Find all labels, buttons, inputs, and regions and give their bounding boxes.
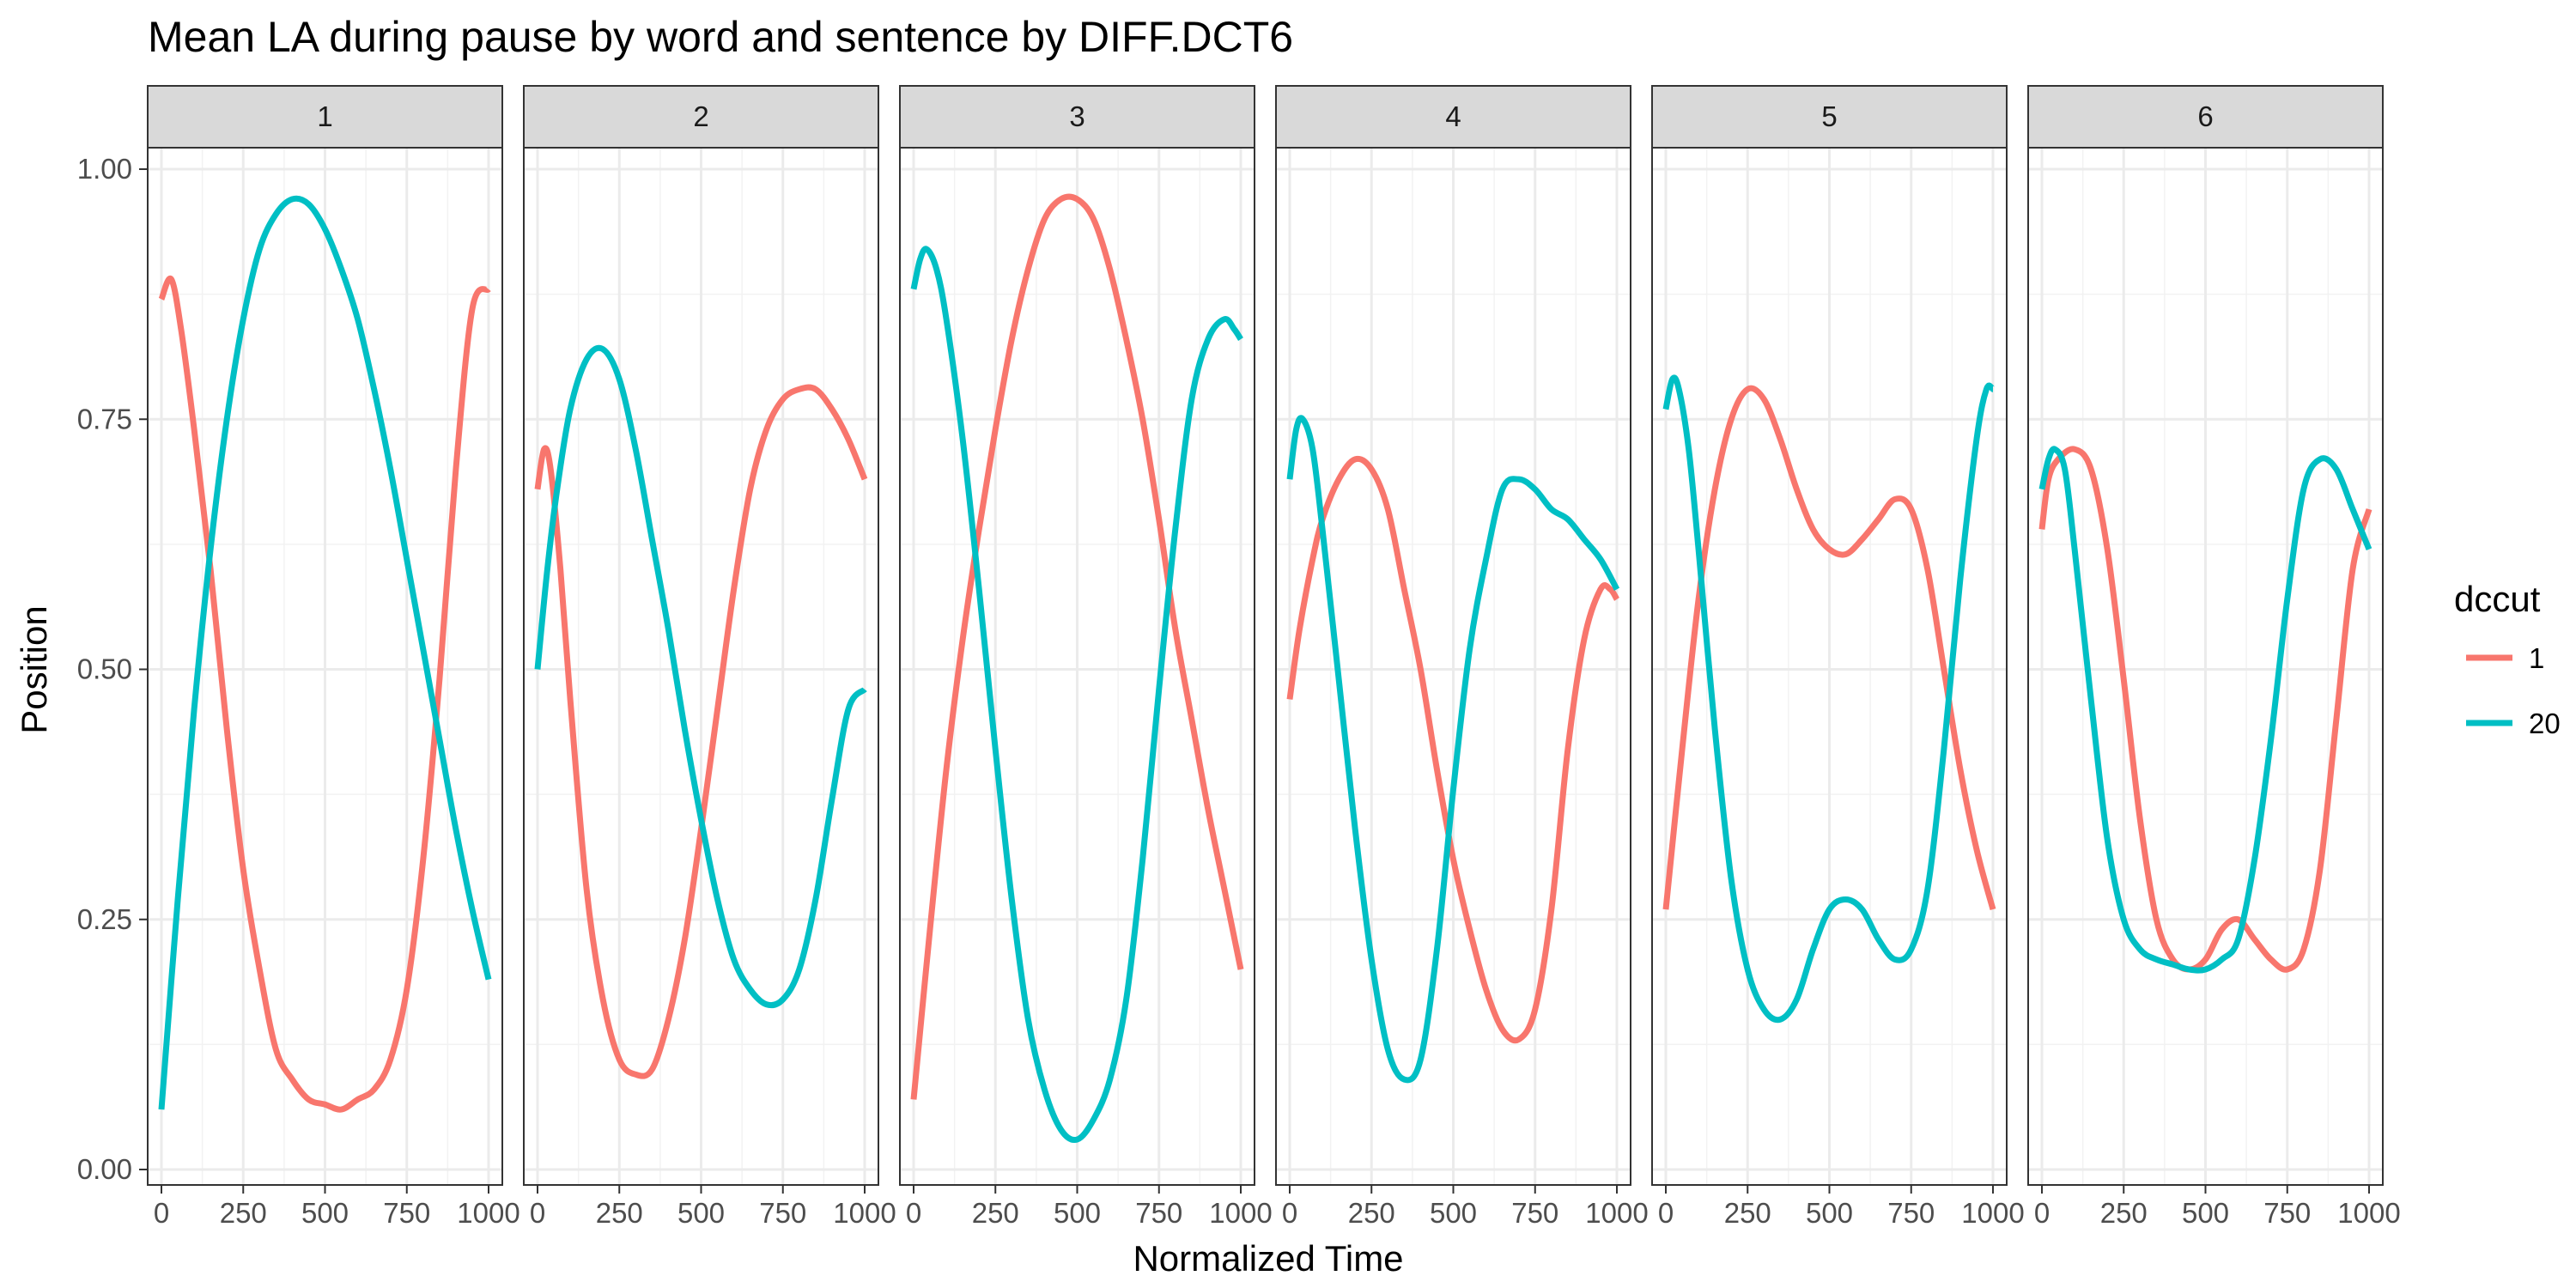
facet-strip xyxy=(1275,85,1631,149)
y-axis: 0.00 0.25 0.50 0.75 1.00 xyxy=(77,153,148,1185)
facet-panel-2: 2 0 250 500 750 1000 xyxy=(523,85,896,1229)
x-tick-label: 0 xyxy=(2034,1197,2050,1229)
series-line-20 xyxy=(1662,374,1996,1024)
x-tick-label: 0 xyxy=(1282,1197,1297,1229)
x-tick-label: 250 xyxy=(220,1197,267,1229)
legend-item-1: 1 xyxy=(2466,642,2544,674)
legend-label: 20 xyxy=(2529,708,2561,739)
x-tick-label: 500 xyxy=(301,1197,349,1229)
legend-label: 1 xyxy=(2529,642,2544,674)
facet-strip-label: 6 xyxy=(2197,100,2213,132)
y-tick-label: 0.25 xyxy=(77,903,132,935)
series-line-20 xyxy=(1286,415,1620,1084)
series-line-1 xyxy=(158,275,491,1113)
legend: dccut 1 20 xyxy=(2454,579,2561,739)
series-line-20 xyxy=(158,195,492,1110)
series-line-20 xyxy=(2038,446,2372,974)
facet-strip xyxy=(147,85,503,149)
facet-strip xyxy=(899,85,1255,149)
x-tick-label: 750 xyxy=(759,1197,806,1229)
x-axis-title: Normalized Time xyxy=(1133,1238,1403,1279)
facet-panel-3: 3 0 250 500 750 1000 xyxy=(899,85,1273,1229)
x-tick-label: 250 xyxy=(2100,1197,2148,1229)
x-tick-label: 750 xyxy=(383,1197,430,1229)
x-tick-label: 1000 xyxy=(1209,1197,1272,1229)
x-tick-label: 500 xyxy=(677,1197,725,1229)
x-tick-label: 500 xyxy=(2182,1197,2229,1229)
facet-panel-5: 5 0 250 500 750 1000 xyxy=(1651,85,2025,1229)
series-line-1 xyxy=(1662,385,1996,911)
x-tick-label: 250 xyxy=(972,1197,1019,1229)
x-tick-label: 750 xyxy=(2263,1197,2311,1229)
x-tick-label: 500 xyxy=(1054,1197,1101,1229)
facet-panel-1: 1 0 250 500 750 1000 xyxy=(147,85,520,1229)
x-tick-label: 500 xyxy=(1430,1197,1477,1229)
x-tick-label: 0 xyxy=(1658,1197,1674,1229)
x-tick-label: 1000 xyxy=(1585,1197,1648,1229)
legend-item-20: 20 xyxy=(2466,708,2561,739)
facet-strip xyxy=(2027,85,2384,149)
facet-strip-label: 1 xyxy=(317,100,332,132)
x-tick-label: 1000 xyxy=(833,1197,896,1229)
series-line-20 xyxy=(910,246,1243,1144)
facet-strip-label: 3 xyxy=(1069,100,1084,132)
x-tick-label: 500 xyxy=(1806,1197,1853,1229)
x-tick-label: 750 xyxy=(1887,1197,1935,1229)
series-line-1 xyxy=(1286,455,1620,1044)
y-tick-label: 0.75 xyxy=(77,403,132,434)
x-tick-label: 1000 xyxy=(457,1197,519,1229)
x-tick-label: 1000 xyxy=(2337,1197,2400,1229)
x-tick-label: 250 xyxy=(1724,1197,1771,1229)
facet-strip-label: 5 xyxy=(1821,100,1837,132)
x-tick-label: 250 xyxy=(596,1197,643,1229)
series-line-1 xyxy=(2038,446,2372,973)
facet-strip xyxy=(1651,85,2008,149)
facet-strip-label: 2 xyxy=(693,100,708,132)
facet-strip-label: 4 xyxy=(1445,100,1461,132)
facet-panel-4: 4 0 250 500 750 1000 xyxy=(1275,85,1649,1229)
series-line-20 xyxy=(534,344,867,1009)
chart-title: Mean LA during pause by word and sentenc… xyxy=(148,13,1293,61)
y-tick-label: 0.50 xyxy=(77,653,132,685)
x-tick-label: 0 xyxy=(906,1197,921,1229)
facet-panel-6: 6 0 250 500 750 1000 xyxy=(2027,85,2401,1229)
x-tick-label: 750 xyxy=(1135,1197,1182,1229)
x-tick-label: 750 xyxy=(1511,1197,1558,1229)
y-axis-title: Position xyxy=(14,605,54,733)
series-line-1 xyxy=(534,384,868,1079)
y-tick-label: 0.00 xyxy=(77,1153,132,1185)
x-tick-label: 1000 xyxy=(1961,1197,2024,1229)
x-tick-label: 0 xyxy=(530,1197,545,1229)
x-tick-label: 250 xyxy=(1348,1197,1395,1229)
x-tick-label: 0 xyxy=(154,1197,169,1229)
series-line-1 xyxy=(910,193,1244,1100)
legend-title: dccut xyxy=(2454,579,2541,619)
y-tick-label: 1.00 xyxy=(77,153,132,185)
